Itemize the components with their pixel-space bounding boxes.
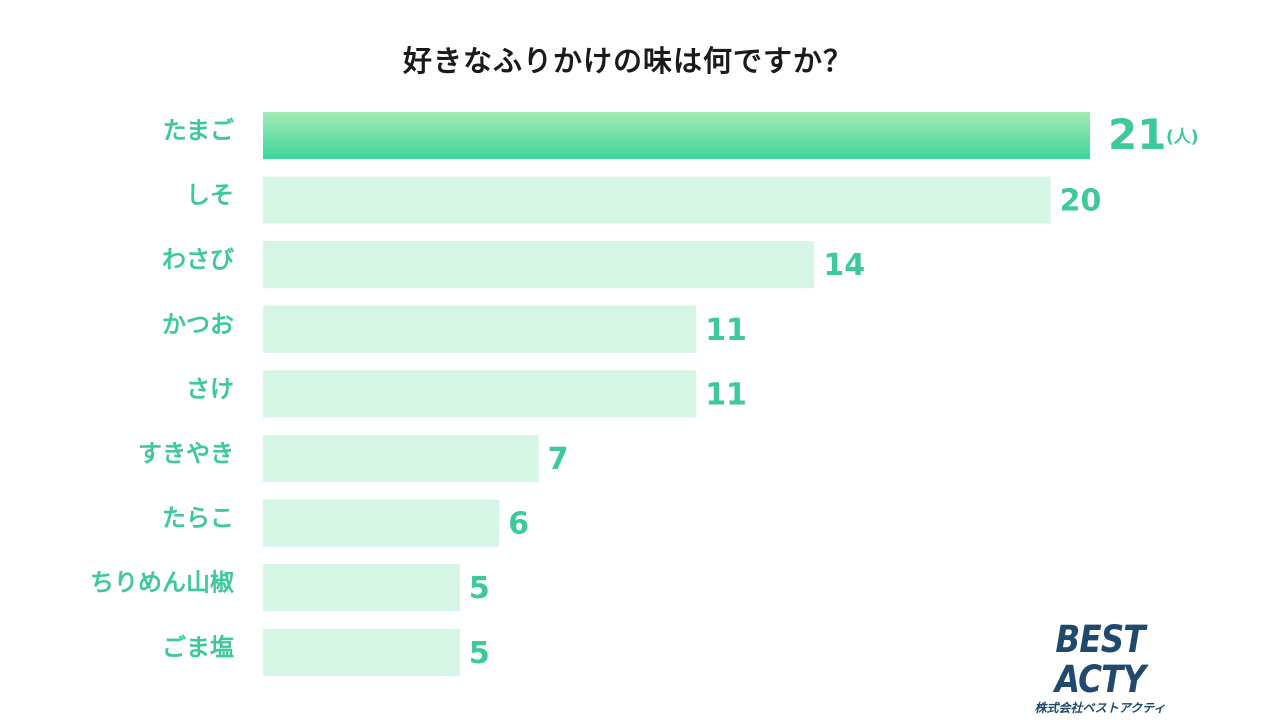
chart-title: 好きなふりかけの味は何ですか？ xyxy=(402,44,853,78)
bar-8 xyxy=(263,628,460,676)
category-label: わさび xyxy=(162,246,234,274)
value-label: 5 xyxy=(469,571,490,606)
value-label: 7 xyxy=(548,442,569,477)
value-label: 11 xyxy=(705,313,747,348)
category-label: かつお xyxy=(162,310,234,338)
bar-4 xyxy=(263,370,697,418)
category-label: たまご xyxy=(163,117,234,145)
value-label: 6 xyxy=(508,507,529,542)
category-label: ちりめん山椒 xyxy=(90,569,234,597)
category-label: たらこ xyxy=(162,504,234,532)
logo-company-name: 株式会社ベストアクティ xyxy=(1034,701,1166,715)
bar-5 xyxy=(263,435,539,482)
bars-group xyxy=(263,112,1090,676)
category-label: しそ xyxy=(186,181,234,209)
labels-group: たまご 21 (人) しそ 20 わさび 14 かつお 11 さけ 11 すきやき 7 たらこ 6 ちりめん山… xyxy=(90,110,1199,671)
logo-wordmark: BEST ACTY xyxy=(1054,618,1146,701)
value-label: 21 xyxy=(1108,110,1166,159)
company-logo: BEST ACTY 株式会社ベストアクティ xyxy=(1000,620,1200,716)
category-label: ごま塩 xyxy=(162,633,234,661)
unit-label: (人) xyxy=(1166,128,1199,148)
bar-7 xyxy=(263,564,460,612)
bar-3 xyxy=(263,305,697,353)
bar-0 xyxy=(263,112,1090,159)
value-label: 11 xyxy=(705,377,747,412)
value-label: 5 xyxy=(469,636,490,671)
category-label: すきやき xyxy=(138,440,234,468)
value-label: 20 xyxy=(1060,184,1102,219)
bar-2 xyxy=(263,241,815,289)
value-label: 14 xyxy=(823,248,865,283)
bar-1 xyxy=(263,176,1051,224)
bar-6 xyxy=(263,499,500,547)
category-label: さけ xyxy=(186,375,234,403)
